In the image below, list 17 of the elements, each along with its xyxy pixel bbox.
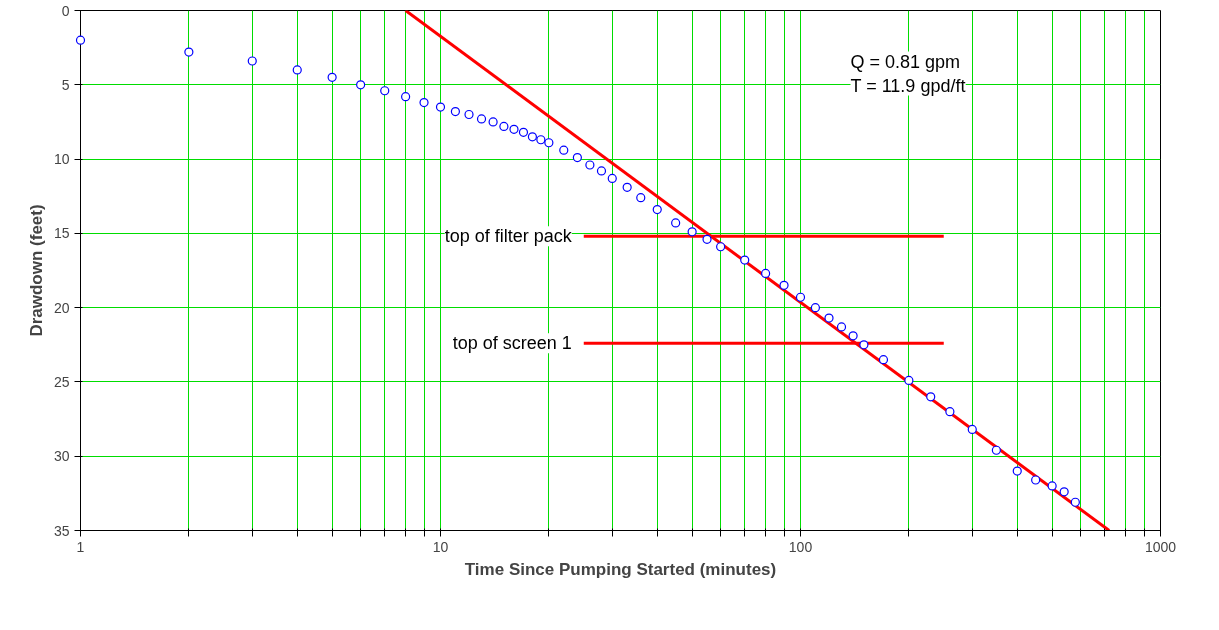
series-label: top of filter pack [444, 226, 573, 247]
x-axis-title: Time Since Pumping Started (minutes) [464, 559, 777, 579]
annotation: Q = 0.81 gpm T = 11.9 gpd/ft [850, 51, 966, 96]
y-tick-label: 0 [61, 2, 70, 19]
series-label: top of screen 1 [452, 333, 572, 354]
x-tick-label: 100 [788, 538, 813, 555]
y-tick-label: 30 [53, 448, 70, 465]
y-tick-label: 5 [61, 76, 70, 93]
y-tick-label: 10 [53, 151, 70, 168]
y-tick-label: 25 [53, 373, 70, 390]
y-tick-label: 35 [53, 522, 70, 539]
y-axis-title: Drawdown (feet) [26, 204, 46, 337]
x-tick-label: 1 [76, 538, 85, 555]
y-tick-label: 15 [53, 225, 70, 242]
y-tick-label: 20 [53, 299, 70, 316]
x-tick-label: 10 [432, 538, 449, 555]
x-tick-label: 1000 [1144, 538, 1177, 555]
